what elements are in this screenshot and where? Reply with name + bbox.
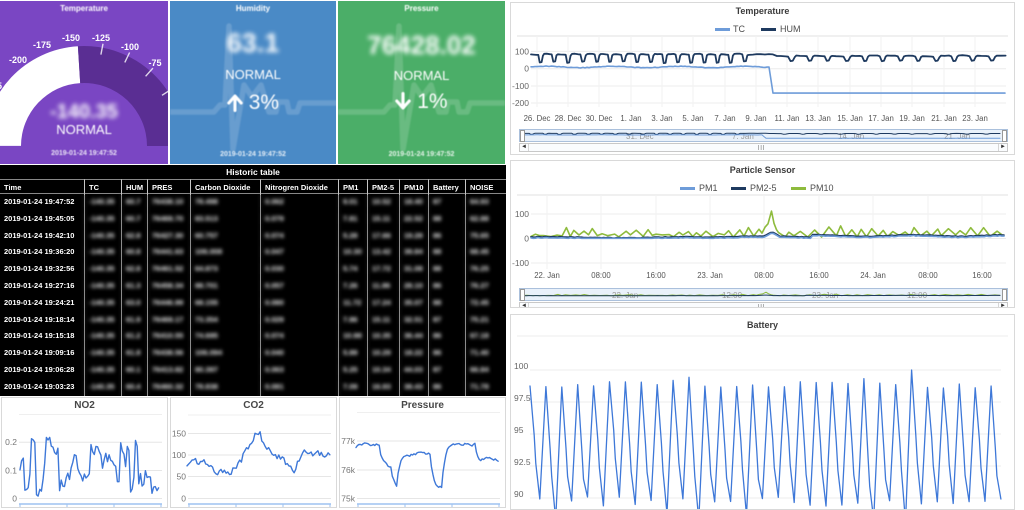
svg-text:75k: 75k: [341, 494, 355, 504]
svg-text:11. Jan: 11. Jan: [775, 114, 800, 123]
svg-text:08:00: 08:00: [918, 271, 938, 280]
svg-text:28. Dec: 28. Dec: [555, 114, 582, 123]
svg-text:26. Dec: 26. Dec: [524, 114, 551, 123]
svg-text:23. Jan: 23. Jan: [962, 114, 988, 123]
svg-text:23. Jan: 23. Jan: [697, 271, 723, 280]
svg-text:08:00: 08:00: [754, 271, 774, 280]
svg-text:08:00: 08:00: [591, 271, 611, 280]
svg-text:15. Jan: 15. Jan: [837, 114, 863, 123]
svg-text:76k: 76k: [341, 465, 355, 475]
svg-text:16:00: 16:00: [809, 271, 829, 280]
svg-text:17. Jan: 17. Jan: [868, 114, 894, 123]
svg-text:0: 0: [181, 494, 186, 504]
svg-text:100: 100: [515, 46, 529, 56]
svg-text:0: 0: [12, 494, 17, 504]
svg-text:97.5: 97.5: [514, 393, 531, 403]
svg-text:22. Jan: 22. Jan: [534, 271, 560, 280]
svg-text:3. Jan: 3. Jan: [651, 114, 672, 123]
svg-text:-100: -100: [512, 258, 529, 268]
svg-text:0: 0: [524, 64, 529, 74]
svg-text:16:00: 16:00: [972, 271, 992, 280]
svg-text:100: 100: [514, 361, 528, 371]
svg-text:1. Jan: 1. Jan: [620, 114, 641, 123]
svg-text:9. Jan: 9. Jan: [745, 114, 766, 123]
svg-text:0: 0: [524, 234, 529, 244]
svg-text:30. Dec: 30. Dec: [586, 114, 613, 123]
svg-text:90: 90: [514, 489, 524, 499]
svg-text:50: 50: [177, 472, 187, 482]
svg-text:92.5: 92.5: [514, 457, 531, 467]
svg-text:21. Jan: 21. Jan: [931, 114, 957, 123]
svg-text:5. Jan: 5. Jan: [682, 114, 703, 123]
svg-text:24. Jan: 24. Jan: [860, 271, 886, 280]
svg-text:95: 95: [514, 425, 524, 435]
svg-text:13. Jan: 13. Jan: [805, 114, 831, 123]
svg-text:-200: -200: [512, 98, 529, 108]
svg-text:150: 150: [172, 429, 186, 439]
svg-text:16:00: 16:00: [646, 271, 666, 280]
svg-text:100: 100: [172, 450, 186, 460]
svg-text:0.2: 0.2: [5, 437, 17, 447]
svg-text:19. Jan: 19. Jan: [899, 114, 925, 123]
svg-text:-100: -100: [512, 81, 529, 91]
svg-text:100: 100: [515, 209, 529, 219]
svg-text:0.1: 0.1: [5, 466, 17, 476]
svg-text:7. Jan: 7. Jan: [714, 114, 735, 123]
svg-text:77k: 77k: [341, 436, 355, 446]
